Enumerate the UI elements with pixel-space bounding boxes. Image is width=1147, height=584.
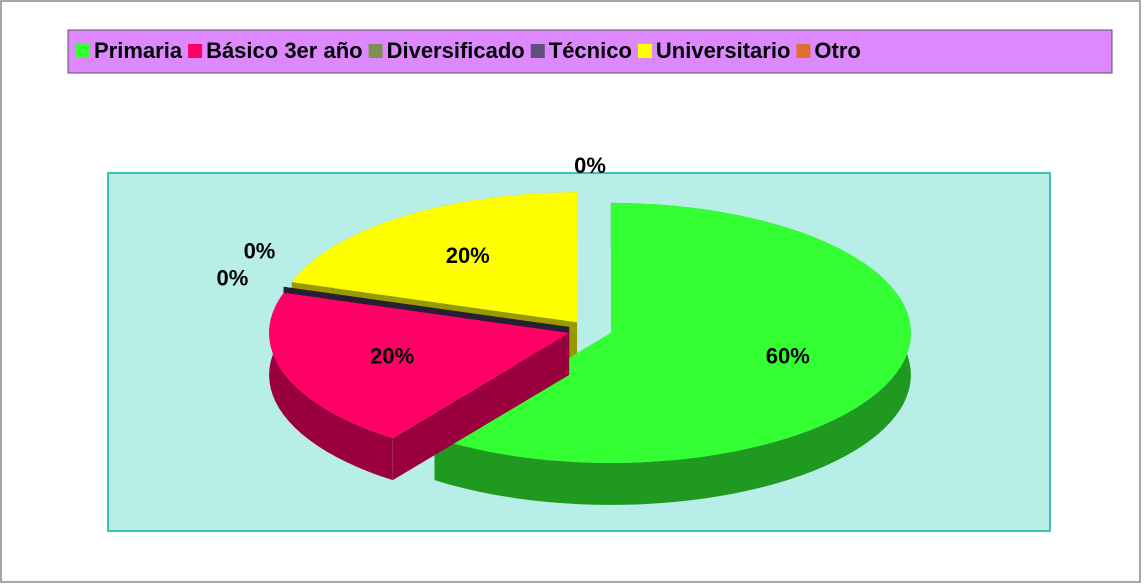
legend-swatch (637, 44, 652, 58)
legend-swatch (188, 44, 203, 58)
legend-label: Universitario (656, 38, 791, 63)
slice-top (291, 192, 578, 323)
legend-swatch (76, 44, 90, 58)
data-label: 0% (217, 265, 249, 290)
data-label: 20% (446, 243, 490, 268)
data-label: 20% (370, 344, 414, 369)
legend-label: Diversificado (387, 38, 525, 63)
slice-wall (392, 332, 570, 481)
legend-label: Otro (814, 38, 860, 63)
data-label: 0% (574, 153, 606, 178)
legend-swatch (796, 44, 811, 58)
slice-top (269, 292, 570, 439)
slice (269, 292, 570, 481)
data-label: 0% (244, 238, 276, 263)
legend-swatch (368, 44, 383, 58)
legend-box (67, 29, 1113, 74)
slice-side (269, 292, 393, 481)
legend-swatch (530, 44, 545, 58)
legend-label: Primaria (94, 38, 183, 63)
data-label: 60% (766, 344, 810, 369)
slice-side (434, 202, 911, 505)
slice-top (434, 202, 911, 463)
legend-label: Básico 3er año (206, 38, 363, 63)
legend-label: Técnico (549, 38, 632, 63)
